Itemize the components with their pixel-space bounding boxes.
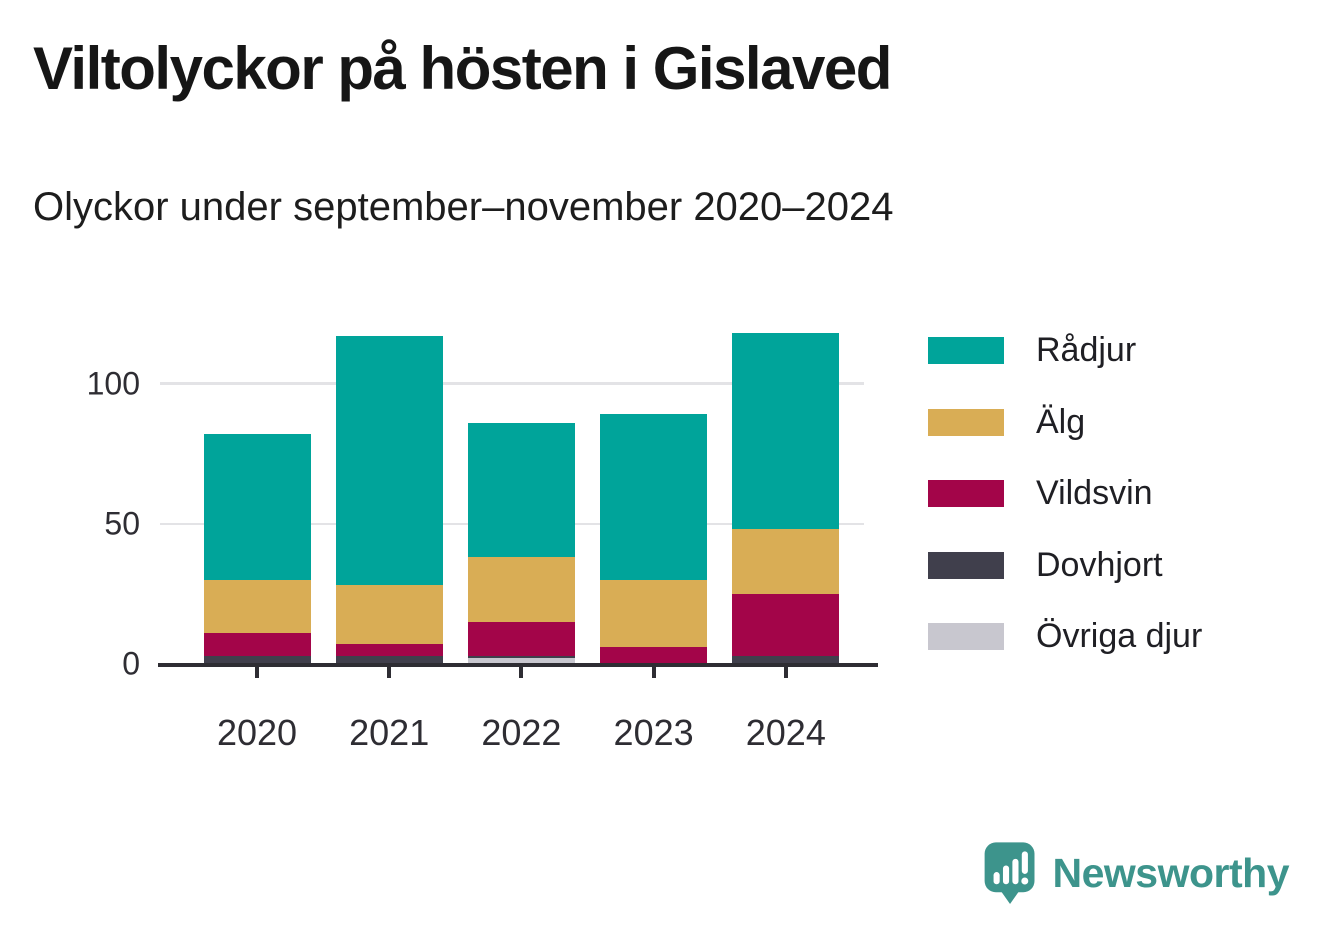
x-axis-tick <box>519 665 524 678</box>
bar-segment <box>335 644 443 656</box>
x-axis-label-2024: 2024 <box>745 712 826 753</box>
bar-segment <box>335 655 443 664</box>
bar-segment <box>732 333 840 530</box>
legend-swatch <box>928 408 1004 436</box>
bar-segment <box>335 585 443 645</box>
newsworthy-logo: Newsworthy <box>983 841 1290 905</box>
page-title: Viltolyckor på hösten i Gislaved <box>33 35 892 102</box>
legend-label: Dovhjort <box>1036 545 1163 584</box>
bar-segment <box>732 529 840 594</box>
bar-segment <box>467 422 575 558</box>
legend-label: Rådjur <box>1036 331 1137 369</box>
x-axis-label-2020: 2020 <box>216 712 298 753</box>
bar-segment <box>732 593 840 656</box>
y-axis-label: 50 <box>104 505 140 542</box>
bar-segment <box>467 655 575 659</box>
legend-swatch <box>928 480 1004 507</box>
legend-item-0: Rådjur <box>928 331 1202 370</box>
bar-segment <box>203 579 311 634</box>
bar-segment <box>600 647 708 664</box>
bar-segment <box>600 414 708 580</box>
legend-swatch <box>928 623 1004 650</box>
legend-swatch <box>928 551 1004 579</box>
legend-label: Övriga djur <box>1036 617 1203 655</box>
legend-label: Älg <box>1036 402 1086 441</box>
bar-segment <box>732 655 840 664</box>
legend-item-4: Övriga djur <box>928 617 1202 656</box>
newsworthy-logo-icon <box>984 842 1034 905</box>
bar-segment <box>335 335 443 586</box>
legend-item-2: Vildsvin <box>928 474 1202 513</box>
legend-item-3: Dovhjort <box>928 546 1202 585</box>
legend-item-1: Älg <box>928 403 1202 442</box>
bar-segment <box>600 579 708 648</box>
page-subtitle: Olyckor under september–november 2020–20… <box>33 185 894 229</box>
chart-legend: Rådjur Älg Vildsvin Dovhjort Övriga djur <box>928 331 1202 656</box>
bar-segment <box>467 621 575 656</box>
x-axis-tick <box>783 665 788 678</box>
x-axis-tick <box>387 665 392 678</box>
x-axis-label-2022: 2022 <box>481 712 562 753</box>
y-axis-label: 0 <box>122 645 140 682</box>
newsworthy-wordmark: Newsworthy <box>1052 849 1290 896</box>
bar-segment <box>203 633 311 656</box>
bar-segment <box>203 655 311 664</box>
x-axis-label-2021: 2021 <box>349 712 430 753</box>
bar-segment <box>467 658 575 664</box>
x-axis-line <box>158 662 878 667</box>
bar-segment <box>467 557 575 622</box>
x-axis-label-2023: 2023 <box>613 712 694 753</box>
x-axis-tick <box>255 665 259 678</box>
legend-swatch <box>928 337 1004 364</box>
bar-segment <box>203 433 311 580</box>
x-axis-tick <box>651 665 656 678</box>
legend-label: Vildsvin <box>1036 474 1153 512</box>
y-axis-label: 100 <box>86 365 140 401</box>
gridline-100 <box>160 382 864 385</box>
